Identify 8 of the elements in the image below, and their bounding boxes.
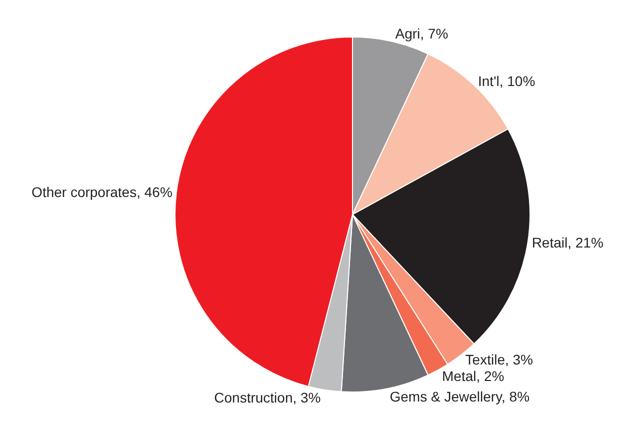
slice-label: Int'l, 10% bbox=[478, 72, 536, 89]
slice-label: Retail, 21% bbox=[532, 234, 604, 250]
slice-label: Construction, 3% bbox=[214, 390, 321, 406]
slice-label: Other corporates, 46% bbox=[32, 184, 172, 200]
slice-label: Agri, 7% bbox=[395, 26, 448, 42]
slice-label: Gems & Jewellery, 8% bbox=[390, 388, 530, 405]
slice-label: Metal, 2% bbox=[442, 368, 504, 384]
slice-label: Textile, 3% bbox=[465, 352, 533, 368]
